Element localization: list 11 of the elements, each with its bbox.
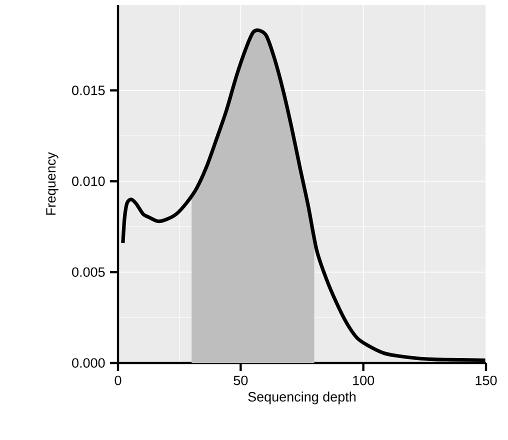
x-tick-label: 100: [353, 376, 374, 386]
y-tick-label: 0.000: [72, 358, 105, 368]
x-tick-label: 50: [234, 376, 248, 386]
x-axis-title: Sequencing depth: [248, 392, 356, 404]
y-tick-label: 0.010: [72, 176, 105, 186]
x-tick-label: 150: [476, 376, 497, 386]
y-axis-title: Frequency: [46, 152, 58, 215]
y-tick-label: 0.015: [72, 86, 105, 96]
x-tick-label: 0: [114, 376, 122, 386]
line-series: [121, 28, 486, 362]
y-tick-label: 0.005: [72, 267, 105, 277]
